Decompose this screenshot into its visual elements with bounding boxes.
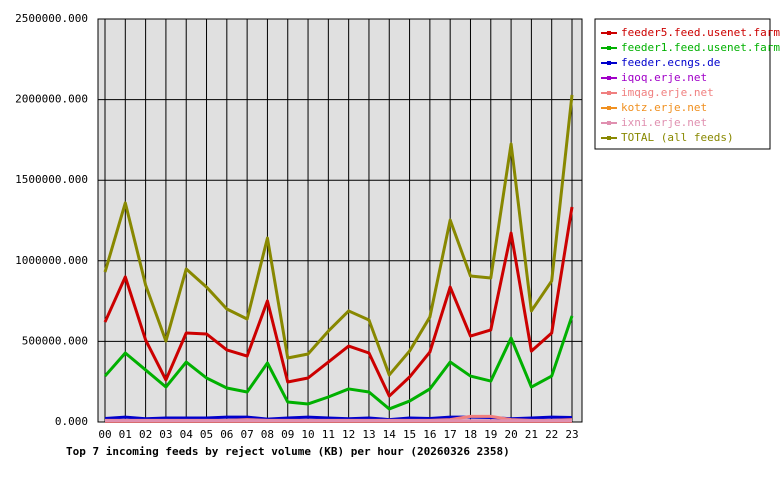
x-tick-label: 19 [484,428,497,441]
legend-marker [607,106,611,110]
y-tick-label: 500000.000 [22,334,88,347]
legend-marker [607,76,611,80]
x-tick-label: 05 [200,428,213,441]
y-tick-label: 1000000.000 [15,254,88,267]
x-tick-label: 07 [241,428,254,441]
x-tick-label: 12 [342,428,355,441]
x-tick-label: 06 [220,428,233,441]
y-tick-label: 2500000.000 [15,12,88,25]
x-tick-label: 08 [261,428,274,441]
legend-label: feeder1.feed.usenet.farm [621,41,780,54]
x-tick-label: 16 [423,428,436,441]
x-tick-label: 17 [444,428,457,441]
legend-label: feeder5.feed.usenet.farm [621,26,780,39]
x-tick-label: 22 [545,428,558,441]
legend-label: imqag.erje.net [621,86,714,99]
x-tick-label: 14 [383,428,397,441]
x-tick-label: 20 [504,428,517,441]
x-tick-label: 02 [139,428,152,441]
x-tick-label: 11 [322,428,335,441]
legend-marker [607,136,611,140]
legend-label: ixni.erje.net [621,116,707,129]
y-tick-label: 2000000.000 [15,93,88,106]
legend-label: TOTAL (all feeds) [621,131,734,144]
series-line [103,94,574,377]
legend-label: iqoq.erje.net [621,71,707,84]
series-line [103,206,574,398]
x-tick-label: 04 [180,428,194,441]
legend-label: feeder.ecngs.de [621,56,720,69]
x-tick-label: 01 [119,428,132,441]
x-tick-label: 03 [159,428,172,441]
chart-title: Top 7 incoming feeds by reject volume (K… [66,445,510,458]
legend-marker [607,31,611,35]
series-line [103,315,574,411]
x-tick-label: 09 [281,428,294,441]
y-tick-label: 0.000 [55,415,88,428]
legend-marker [607,46,611,50]
x-tick-label: 21 [525,428,538,441]
legend-marker [607,91,611,95]
x-tick-label: 18 [464,428,477,441]
x-tick-label: 15 [403,428,416,441]
x-tick-label: 10 [301,428,314,441]
y-tick-label: 1500000.000 [15,173,88,186]
x-tick-label: 23 [565,428,578,441]
legend-marker [607,121,611,125]
plot-area [97,18,583,423]
x-tick-label: 00 [98,428,111,441]
x-tick-label: 13 [362,428,375,441]
legend-marker [607,61,611,65]
legend-label: kotz.erje.net [621,101,707,114]
legend [594,18,771,150]
